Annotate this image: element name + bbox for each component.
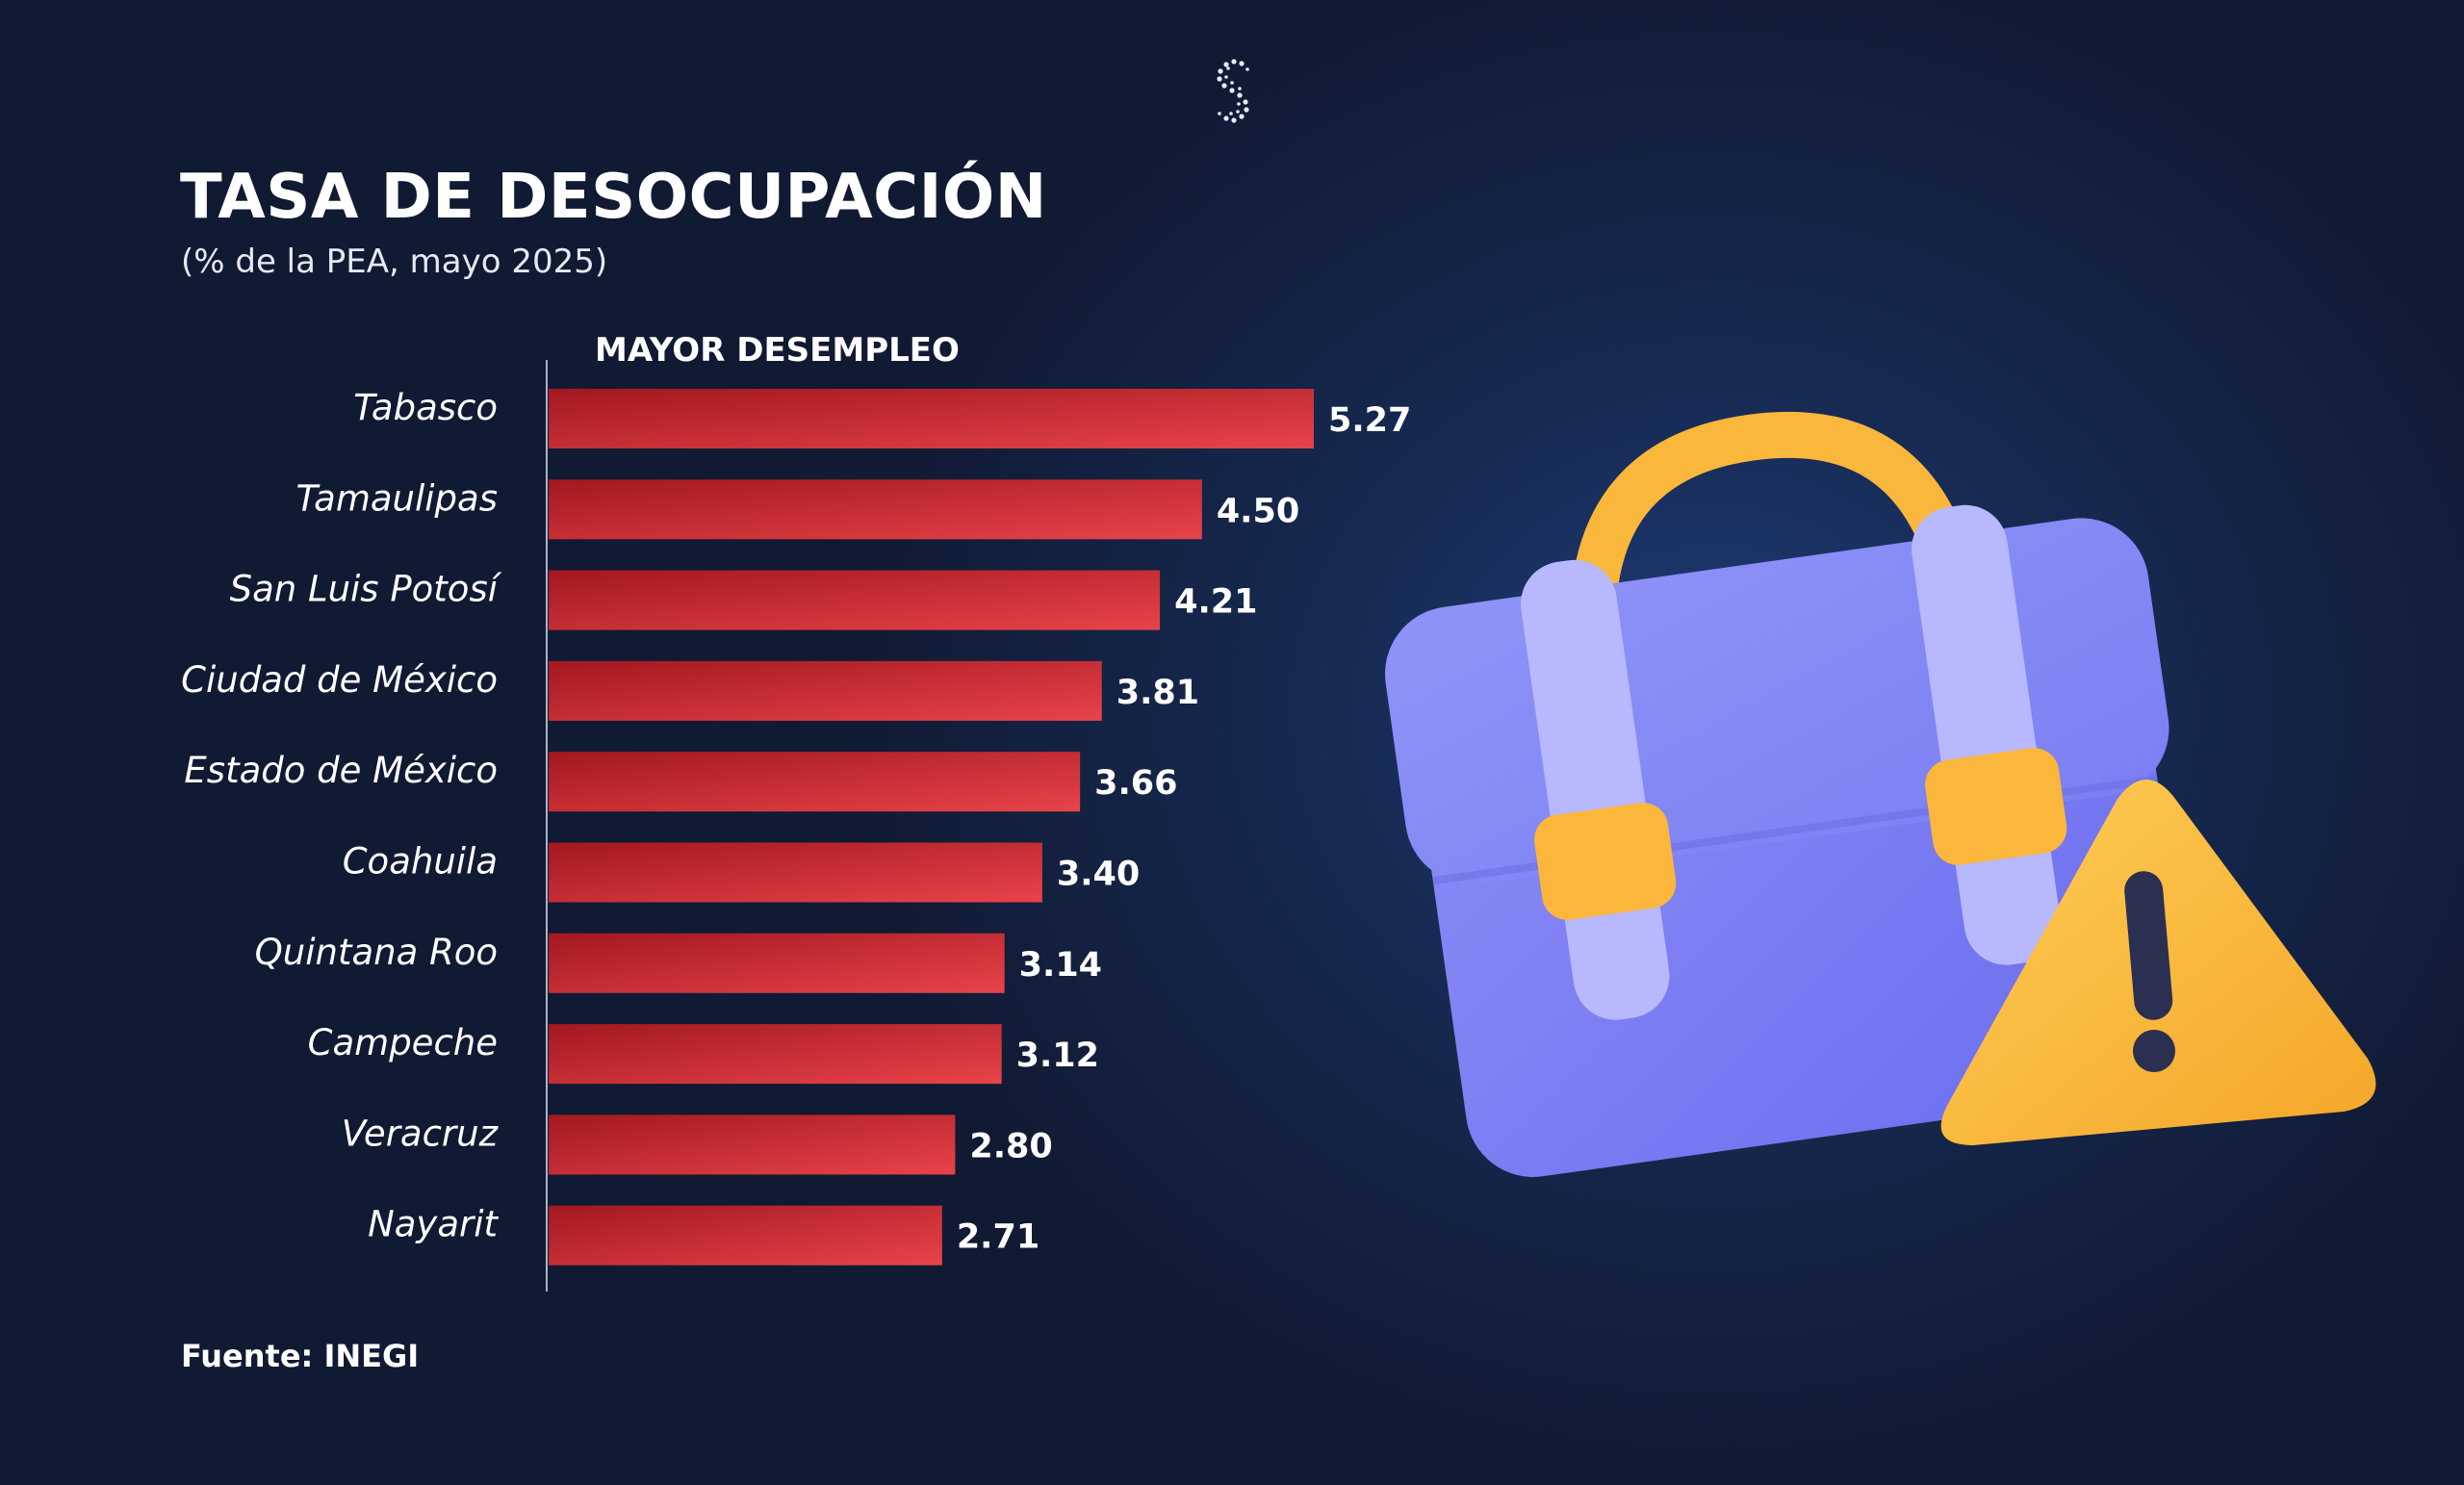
value-label: 3.40 — [1057, 856, 1140, 894]
bar — [549, 842, 1042, 903]
category-label: Campeche — [308, 1022, 498, 1063]
value-label: 4.50 — [1217, 492, 1299, 530]
group-label: MAYOR DESEMPLEO — [595, 331, 960, 370]
bar — [549, 570, 1161, 630]
value-label: 2.71 — [957, 1218, 1040, 1257]
bar — [549, 1114, 956, 1175]
value-label: 3.12 — [1016, 1037, 1099, 1075]
category-label: Quintana Roo — [255, 932, 498, 973]
value-label: 3.14 — [1019, 946, 1102, 985]
chart-title: TASA DE DESOCUPACIÓN — [180, 162, 1047, 233]
bar — [549, 660, 1102, 721]
value-label: 3.66 — [1094, 764, 1177, 803]
source-note: Fuente: INEGI — [181, 1338, 420, 1374]
category-label: Tabasco — [353, 387, 498, 428]
category-label: Nayarit — [368, 1204, 499, 1245]
category-label: San Luis Potosí — [230, 569, 502, 610]
s-dots-logo-icon — [1217, 59, 1249, 123]
value-label: 5.27 — [1328, 401, 1411, 440]
category-label: Coahuila — [343, 841, 498, 883]
bar — [549, 933, 1005, 993]
warning-icon — [1940, 780, 2376, 1145]
category-label: Tamaulipas — [295, 477, 498, 519]
value-label: 3.81 — [1116, 674, 1199, 712]
category-label: Ciudad de México — [181, 659, 498, 701]
bar — [549, 752, 1081, 812]
bar — [549, 1024, 1002, 1085]
value-label: 4.21 — [1174, 583, 1257, 622]
bar — [549, 389, 1314, 448]
bar — [549, 479, 1202, 540]
category-label: Veracruz — [342, 1113, 500, 1154]
category-label: Estado de México — [184, 750, 498, 791]
chart-subtitle: (% de la PEA, mayo 2025) — [181, 243, 608, 281]
bar-chart: MAYOR DESEMPLEO Tabasco 5.27 Tamaulipas 4.5… — [181, 331, 1411, 1292]
value-label: 2.80 — [969, 1127, 1052, 1165]
bar — [549, 1205, 942, 1266]
briefcase-warning-icon — [1385, 411, 2376, 1177]
